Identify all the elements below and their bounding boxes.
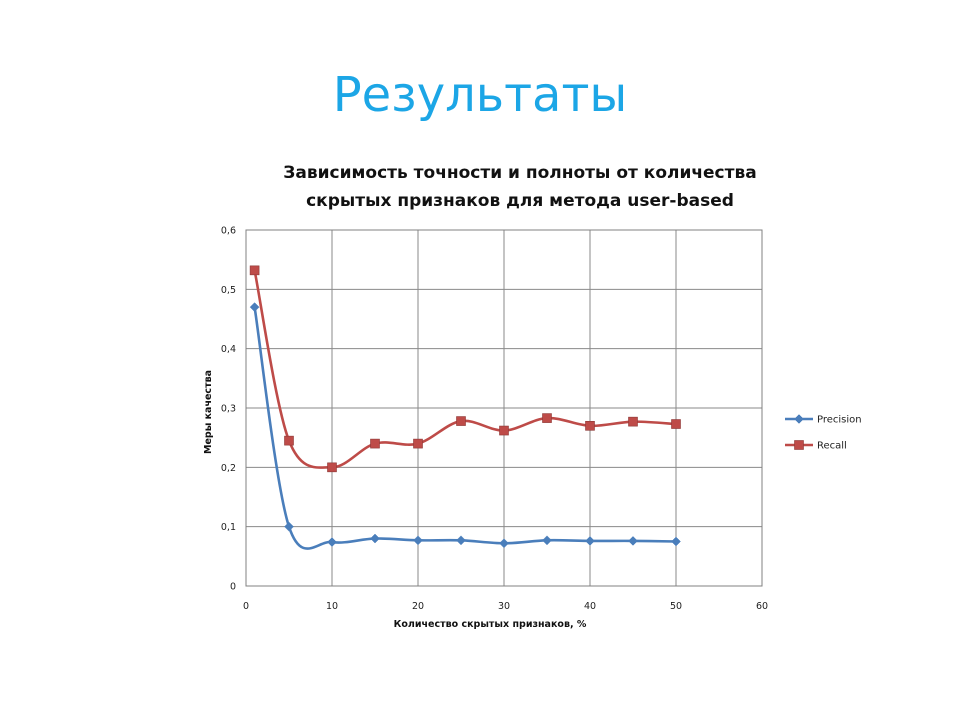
recall-point: [542, 413, 552, 423]
series-lines: [249, 265, 681, 550]
precision-point: [456, 535, 466, 546]
recall-line: [253, 270, 677, 469]
y-tick-label: 0,4: [221, 344, 236, 355]
recall-point: [327, 462, 337, 473]
legend-label: Precision: [817, 415, 862, 426]
y-tick-label: 0,6: [221, 226, 236, 237]
legend-item-precision: Precision: [785, 414, 862, 426]
precision-point: [628, 536, 638, 546]
legend-swatch-marker: [794, 414, 804, 424]
legend-item-recall: Recall: [785, 440, 847, 452]
grid: [245, 229, 763, 587]
y-tick-label: 0: [230, 582, 236, 593]
precision-point: [499, 538, 509, 549]
recall-point: [628, 416, 638, 427]
plot-area: [245, 229, 763, 587]
legend: Precision Recall: [785, 414, 862, 452]
plot-border: [245, 229, 763, 587]
line-chart: Зависимость точности и полноты от количе…: [203, 163, 862, 630]
precision-point: [542, 535, 552, 546]
y-tick-label: 0,5: [221, 285, 236, 296]
x-tick-label: 40: [584, 601, 596, 612]
chart-title-line: Зависимость точности и полноты от количе…: [283, 163, 756, 183]
precision-point: [585, 536, 595, 546]
recall-point: [249, 265, 260, 276]
precision-point: [284, 521, 294, 532]
recall-point: [499, 425, 509, 436]
recall-point: [585, 420, 595, 431]
x-tick-label: 0: [243, 601, 249, 612]
recall-point: [456, 416, 466, 426]
chart-title-line: скрытых признаков для метода user-based: [306, 191, 734, 211]
recall-point: [284, 435, 294, 446]
slide-title: Результаты: [332, 67, 628, 123]
chart-title: Зависимость точности и полноты от количе…: [283, 163, 756, 211]
recall-point: [370, 438, 380, 449]
series-precision: [249, 302, 681, 550]
y-tick-label: 0,3: [221, 404, 236, 415]
x-tick-label: 30: [498, 601, 510, 612]
precision-line: [253, 306, 677, 550]
x-axis-ticks: 0 10 20 30 40 50 60: [243, 601, 768, 612]
legend-label: Recall: [817, 441, 847, 452]
y-axis-title: Меры качества: [203, 370, 214, 454]
precision-point: [327, 537, 337, 547]
x-tick-label: 60: [756, 601, 768, 612]
recall-point: [413, 438, 423, 449]
recall-point: [671, 419, 681, 429]
y-tick-label: 0,2: [221, 463, 236, 474]
precision-point: [671, 536, 681, 547]
precision-point: [370, 533, 380, 544]
y-axis-ticks: 0 0,1 0,2 0,3 0,4 0,5 0,6: [221, 226, 236, 593]
y-tick-label: 0,1: [221, 522, 236, 533]
precision-point: [413, 535, 423, 546]
series-recall: [249, 265, 681, 473]
precision-point: [249, 302, 260, 312]
x-tick-label: 10: [326, 601, 338, 612]
x-tick-label: 20: [412, 601, 424, 612]
legend-swatch-marker: [794, 440, 804, 450]
x-tick-label: 50: [670, 601, 682, 612]
x-axis-title: Количество скрытых признаков, %: [394, 619, 587, 630]
